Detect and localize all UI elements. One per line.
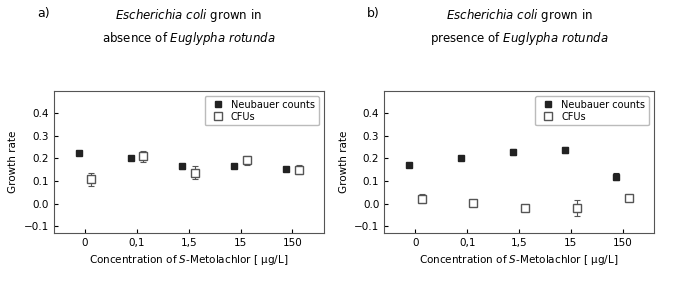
Text: a): a) <box>37 7 50 20</box>
Y-axis label: Growth rate: Growth rate <box>338 131 348 193</box>
Legend: Neubauer counts, CFUs: Neubauer counts, CFUs <box>534 96 649 126</box>
Text: b): b) <box>367 7 380 20</box>
Text: $\it{Escherichia}$ $\it{coli}$ grown in: $\it{Escherichia}$ $\it{coli}$ grown in <box>446 7 592 24</box>
Text: presence of $\it{Euglypha}$ $\it{rotunda}$: presence of $\it{Euglypha}$ $\it{rotunda… <box>430 30 608 47</box>
X-axis label: Concentration of $S$-Metolachlor [ μg/L]: Concentration of $S$-Metolachlor [ μg/L] <box>419 253 619 267</box>
Legend: Neubauer counts, CFUs: Neubauer counts, CFUs <box>204 96 319 126</box>
Text: $\it{Escherichia}$ $\it{coli}$ grown in: $\it{Escherichia}$ $\it{coli}$ grown in <box>115 7 262 24</box>
X-axis label: Concentration of $S$-Metolachlor [ μg/L]: Concentration of $S$-Metolachlor [ μg/L] <box>89 253 288 267</box>
Y-axis label: Growth rate: Growth rate <box>8 131 18 193</box>
Text: absence of $\it{Euglypha}$ $\it{rotunda}$: absence of $\it{Euglypha}$ $\it{rotunda}… <box>102 30 276 47</box>
